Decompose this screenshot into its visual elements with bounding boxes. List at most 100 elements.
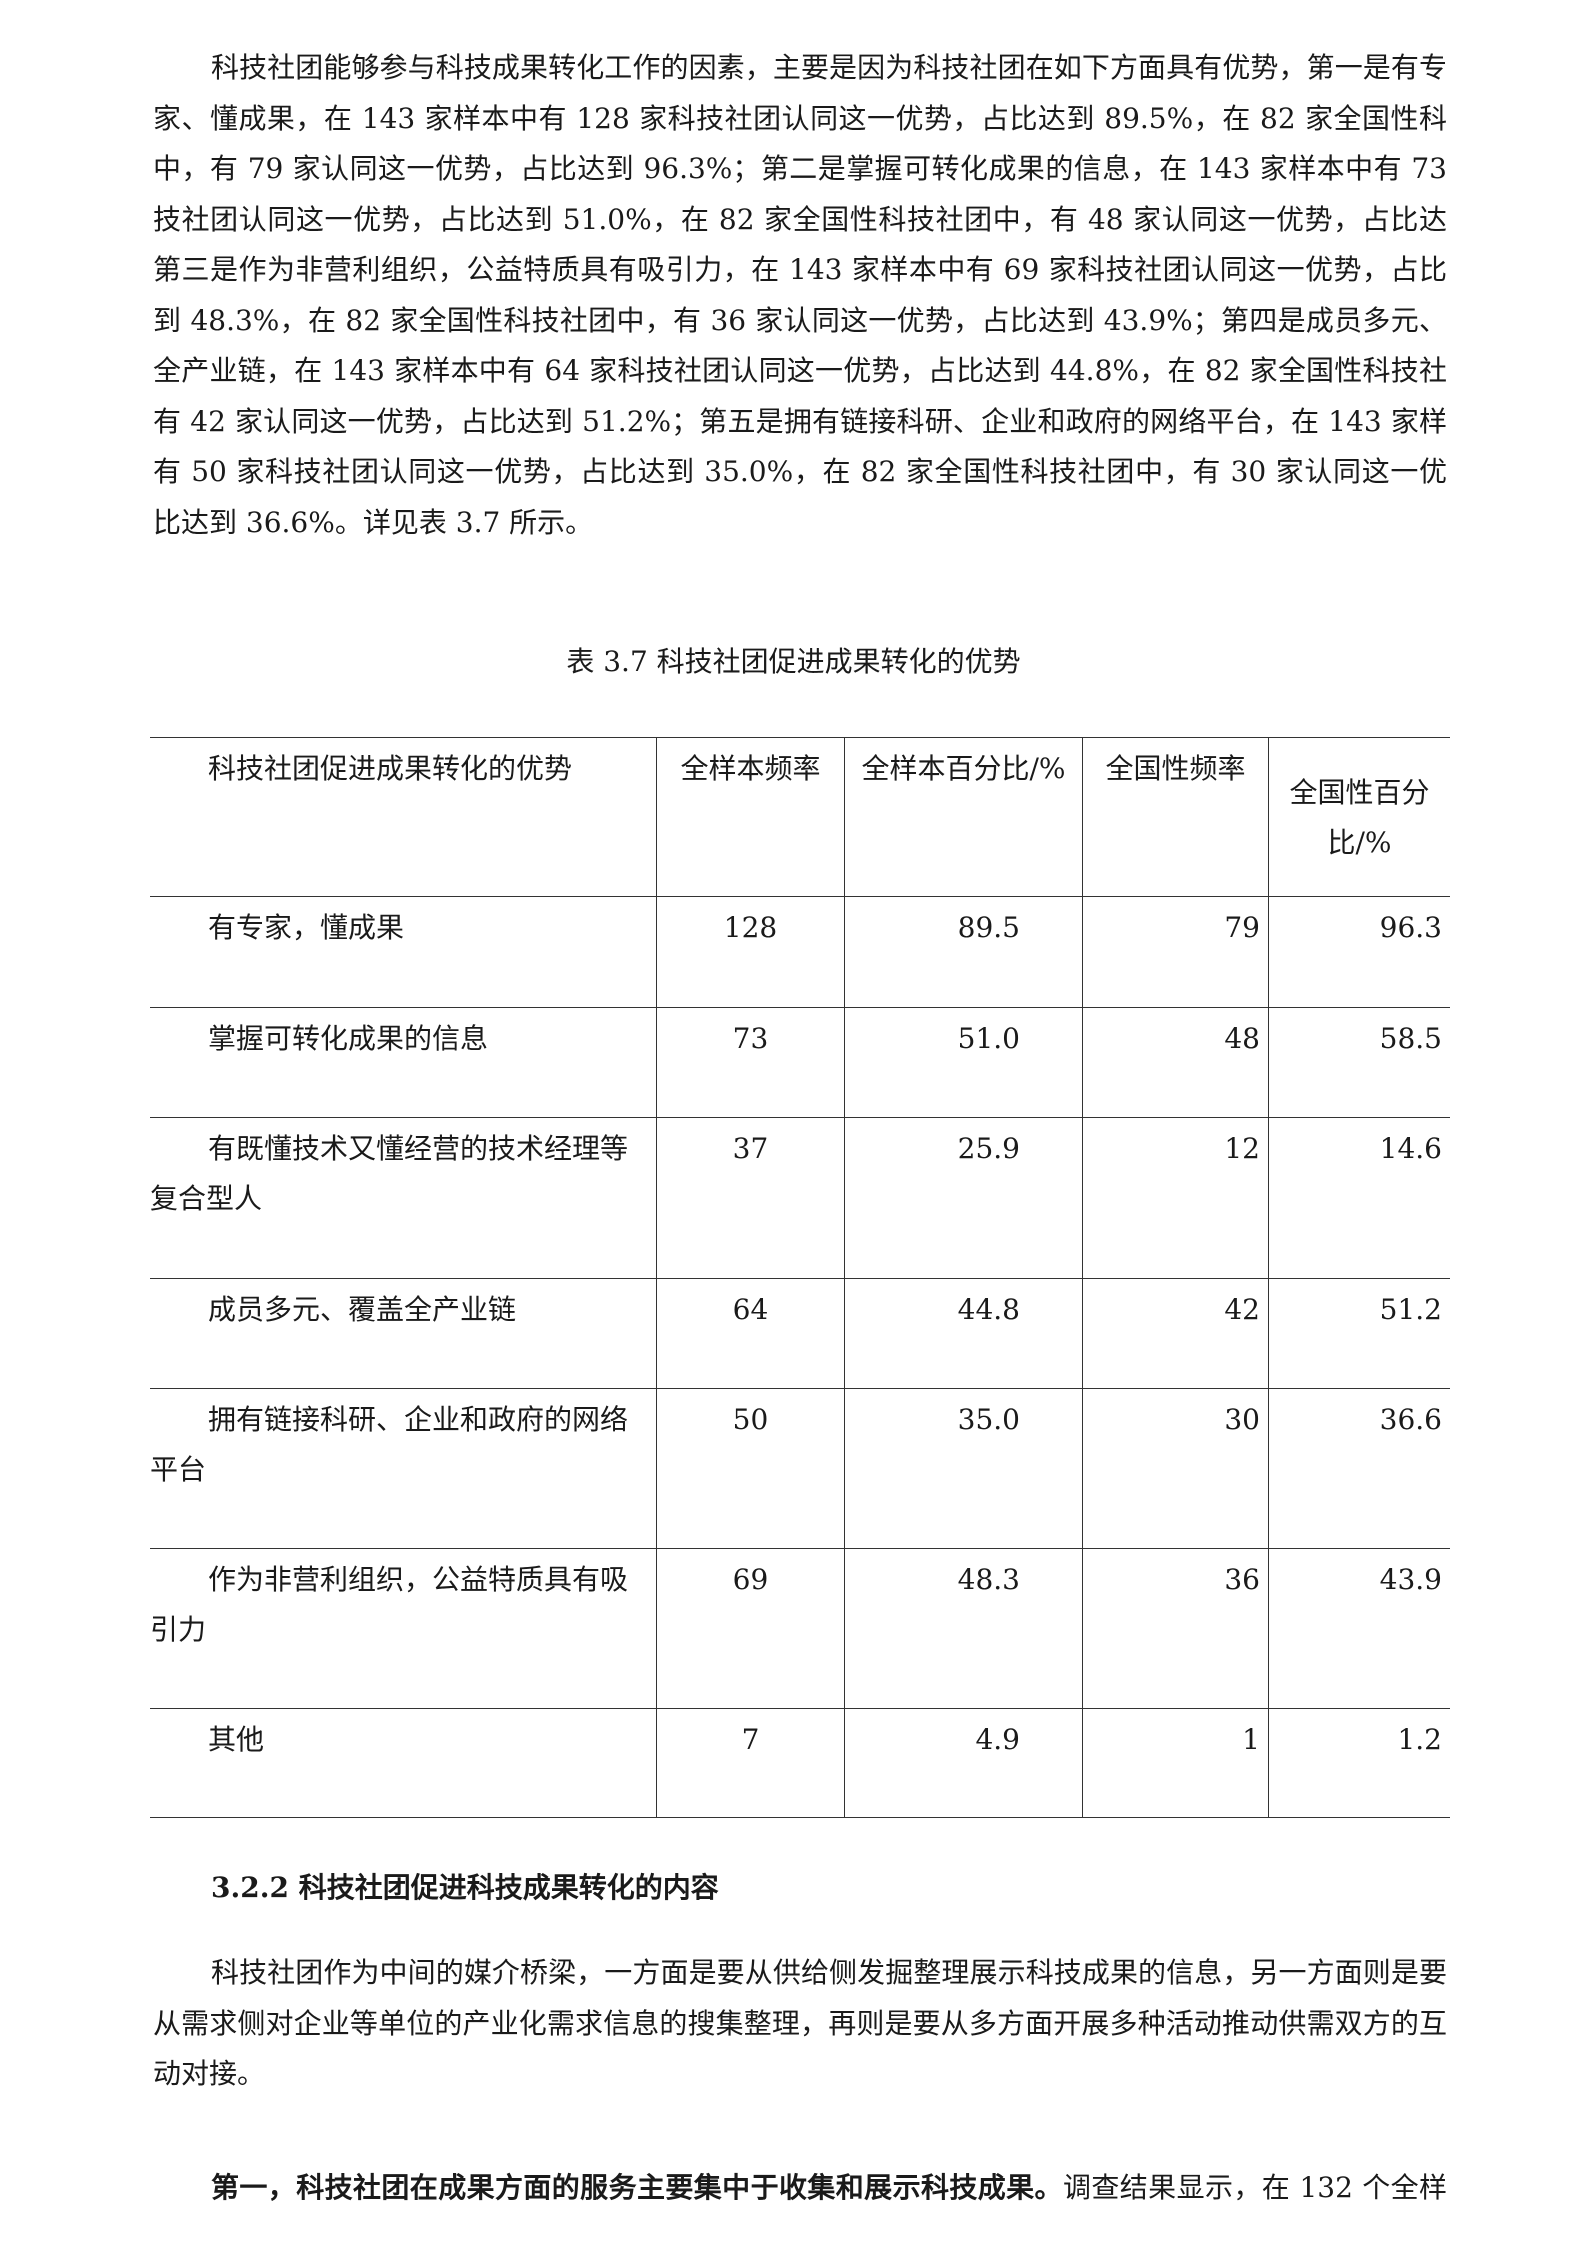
bold-lead-sentence: 第一，科技社团在成果方面的服务主要集中于收集和展示科技成果。 [211,2171,1063,2204]
value-cell: 51.0 [844,1007,1083,1118]
cell-value: 48 [1224,1022,1260,1055]
cell-value: 64 [732,1293,769,1326]
value-cell: 7 [656,1708,845,1818]
body-text: 调查结果显示，在 132 个全样本 [1062,2171,1447,2204]
value-cell: 30 [1082,1388,1269,1549]
cell-value: 35.0 [957,1403,1020,1436]
value-cell: 48.3 [844,1548,1083,1709]
cell-value: 43.9 [1379,1563,1442,1596]
column-header: 全样本百分比/% [844,737,1083,897]
value-cell: 37 [656,1117,845,1279]
cell-value: 58.5 [1379,1022,1442,1055]
column-header-text: 科技社团促进成果转化的优势 [208,752,573,785]
cell-value: 37 [732,1132,769,1165]
column-header: 全样本频率 [656,737,845,897]
table-row: 成员多元、覆盖全产业链 64 44.8 42 51.2 [150,1278,1450,1389]
value-cell: 12 [1082,1117,1269,1279]
cell-value: 1.2 [1397,1723,1442,1756]
row-label-cell: 成员多元、覆盖全产业链 [150,1278,657,1389]
row-label-cell: 掌握可转化成果的信息 [150,1007,657,1118]
advantages-table: 科技社团促进成果转化的优势 全样本频率 全样本百分比/% 全国性频率全国性百分比/% 有… [150,737,1450,1818]
value-cell: 89.5 [844,896,1083,1008]
text-line: 到 48.3%，在 82 家全国性科技社团中，有 36 家认同这一优势，占比达到… [153,303,1447,337]
cell-value: 36 [1224,1563,1260,1596]
value-cell: 4.9 [844,1708,1083,1818]
text-line: 第三是作为非营利组织，公益特质具有吸引力，在 143 家样本中有 69 家科技社… [153,253,1447,286]
value-cell: 96.3 [1268,896,1450,1008]
paragraph-first-point: 第一，科技社团在成果方面的服务主要集中于收集和展示科技成果。调查结果显示，在 1… [153,2163,1447,2214]
text-line: 中，有 79 家认同这一优势，占比达到 96.3%；第二是掌握可转化成果的信息，… [153,152,1447,185]
value-cell: 36 [1082,1548,1269,1709]
value-cell: 36.6 [1268,1388,1450,1549]
text-line: 全产业链，在 143 家样本中有 64 家科技社团认同这一优势，占比达到 44.… [153,354,1447,387]
cell-value: 50 [732,1403,769,1436]
cell-value: 14.6 [1379,1132,1442,1165]
value-cell: 64 [656,1278,845,1389]
row-label: 掌握可转化成果的信息 [208,1022,489,1055]
cell-value: 7 [741,1723,760,1756]
row-label: 成员多元、覆盖全产业链 [208,1293,517,1326]
text-line: 技社团认同这一优势，占比达到 51.0%，在 82 家全国性科技社团中，有 48… [153,202,1447,236]
paragraph-advantages: 科技社团能够参与科技成果转化工作的因素，主要是因为科技社团在如下方面具有优势，第… [153,43,1447,548]
table-row: 掌握可转化成果的信息 73 51.0 48 58.5 [150,1007,1450,1118]
cell-value: 48.3 [957,1563,1020,1596]
row-label: 有专家，懂成果 [208,911,405,944]
cell-value: 79 [1224,911,1260,944]
value-cell: 79 [1082,896,1269,1008]
value-cell: 42 [1082,1278,1269,1389]
cell-value: 12 [1224,1132,1260,1165]
table-row: 拥有链接科研、企业和政府的网络平台 50 35.0 30 36.6 [150,1388,1450,1549]
row-label-cell: 有既懂技术又懂经营的技术经理等复合型人 [150,1117,657,1279]
row-label-cell: 其他 [150,1708,657,1818]
text-line: 动对接。 [153,2057,266,2090]
text-line: 有 42 家认同这一优势，占比达到 51.2%；第五是拥有链接科研、企业和政府的… [153,404,1447,438]
cell-value: 69 [732,1563,769,1596]
cell-value: 44.8 [957,1293,1020,1326]
table-row: 有既懂技术又懂经营的技术经理等复合型人 37 25.9 12 14.6 [150,1117,1450,1279]
value-cell: 1 [1082,1708,1269,1818]
cell-value: 128 [723,911,778,944]
cell-value: 89.5 [957,911,1020,944]
column-header-text: 全国性百分比/% [1289,776,1430,859]
value-cell: 44.8 [844,1278,1083,1389]
value-cell: 69 [656,1548,845,1709]
value-cell: 51.2 [1268,1278,1450,1389]
value-cell: 48 [1082,1007,1269,1118]
text-line: 科技社团能够参与科技成果转化工作的因素，主要是因为科技社团在如下方面具有优势，第… [211,51,1447,84]
column-header: 全国性百分比/% [1268,737,1450,897]
cell-value: 51.2 [1379,1293,1442,1326]
value-cell: 14.6 [1268,1117,1450,1279]
row-label: 拥有链接科研、企业和政府的网络平台 [150,1403,629,1486]
row-label: 有既懂技术又懂经营的技术经理等复合型人 [150,1132,629,1215]
cell-value: 30 [1224,1403,1260,1436]
cell-value: 51.0 [957,1022,1020,1055]
value-cell: 50 [656,1388,845,1549]
cell-value: 1 [1242,1723,1260,1756]
row-label-cell: 有专家，懂成果 [150,896,657,1008]
table-caption: 表 3.7 科技社团促进成果转化的优势 [566,645,1021,678]
row-label-cell: 作为非营利组织，公益特质具有吸引力 [150,1548,657,1709]
row-label: 作为非营利组织，公益特质具有吸引力 [150,1563,629,1646]
table-header-row: 科技社团促进成果转化的优势 全样本频率 全样本百分比/% 全国性频率全国性百分比/% [150,737,1450,897]
value-cell: 25.9 [844,1117,1083,1279]
cell-value: 36.6 [1379,1403,1442,1436]
value-cell: 128 [656,896,845,1008]
text-line: 比达到 36.6%。详见表 3.7 所示。 [153,505,594,539]
column-header: 全国性频率 [1082,737,1269,897]
column-header-text: 全国性频率 [1105,752,1246,785]
cell-value: 25.9 [957,1132,1020,1165]
value-cell: 1.2 [1268,1708,1450,1818]
text-line: 有 50 家科技社团认同这一优势，占比达到 35.0%，在 82 家全国性科技社… [153,455,1447,488]
column-header: 科技社团促进成果转化的优势 [150,737,657,897]
section-heading: 3.2.2 科技社团促进科技成果转化的内容 [211,1871,719,1904]
value-cell: 43.9 [1268,1548,1450,1709]
table-row: 有专家，懂成果 128 89.5 79 96.3 [150,896,1450,1008]
cell-value: 42 [1224,1293,1260,1326]
cell-value: 4.9 [975,1723,1020,1756]
value-cell: 58.5 [1268,1007,1450,1118]
value-cell: 73 [656,1007,845,1118]
column-header-text: 全样本百分比/% [861,752,1066,785]
cell-value: 96.3 [1379,911,1442,944]
column-header-text: 全样本频率 [680,752,821,785]
value-cell: 35.0 [844,1388,1083,1549]
